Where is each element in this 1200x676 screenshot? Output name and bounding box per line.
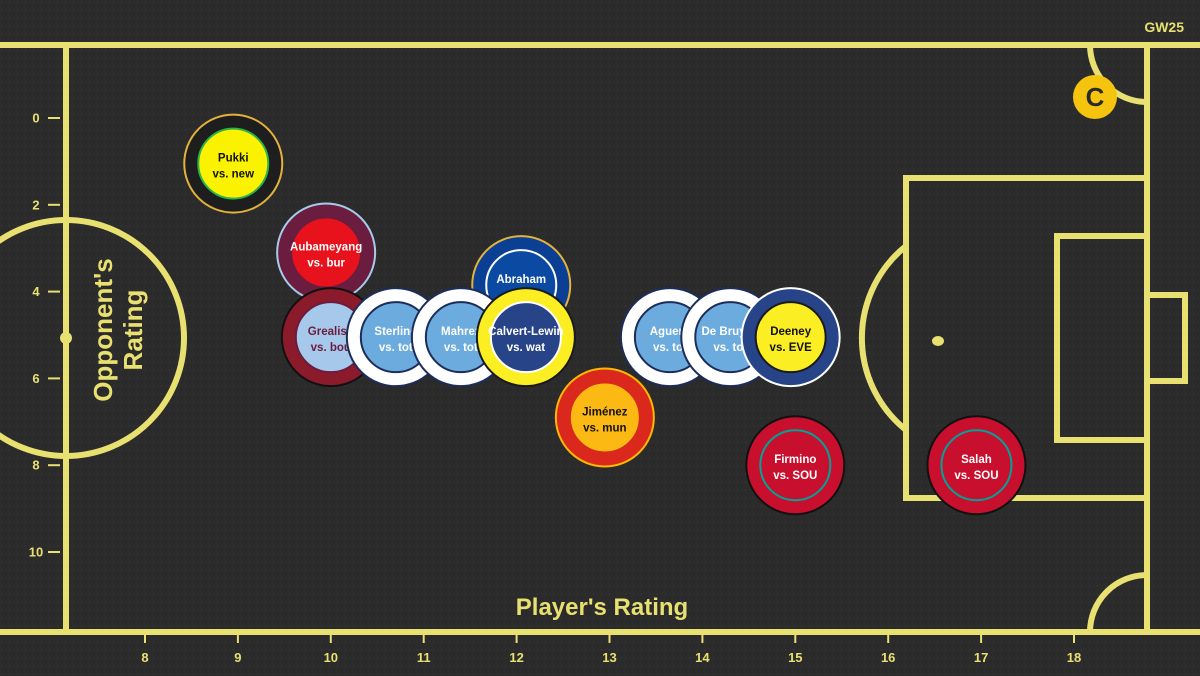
logo-letter: C bbox=[1086, 82, 1105, 112]
corner-arc-bottom bbox=[1087, 572, 1148, 633]
x-tick-label: 18 bbox=[1067, 650, 1081, 665]
y-tick-label: 6 bbox=[32, 371, 39, 386]
point-inner-disc bbox=[759, 429, 832, 502]
point-opponent-label: vs. wat bbox=[507, 342, 546, 354]
y-tick-label: 10 bbox=[29, 545, 43, 560]
data-point: Deeney vs. EVE bbox=[740, 287, 841, 388]
data-point: Jiménez vs. mun bbox=[554, 367, 655, 468]
y-tick-label: 2 bbox=[32, 197, 39, 212]
x-axis-title: Player's Rating bbox=[516, 594, 688, 621]
point-player-label: Pukki bbox=[218, 153, 249, 165]
centre-spot bbox=[60, 332, 72, 344]
point-player-label: Sterling bbox=[374, 326, 417, 338]
point-player-label: Abraham bbox=[496, 274, 546, 286]
point-player-label: Salah bbox=[961, 454, 992, 466]
point-opponent-label: vs. tot bbox=[713, 342, 747, 354]
x-tick-label: 10 bbox=[324, 650, 338, 665]
y-axis-ticks: 0 2 4 6 8 10 bbox=[29, 111, 60, 560]
point-player-label: Grealish bbox=[308, 326, 354, 338]
x-tick-label: 15 bbox=[788, 650, 802, 665]
data-point: Aubameyang vs. bur bbox=[276, 202, 377, 303]
y-tick-label: 4 bbox=[32, 284, 40, 299]
point-player-label: Calvert-Lewin bbox=[488, 326, 563, 338]
data-point: Firmino vs. SOU bbox=[745, 415, 846, 516]
goal bbox=[1144, 292, 1188, 384]
point-opponent-label: vs. tot bbox=[379, 342, 413, 354]
penalty-spot bbox=[932, 336, 944, 346]
point-inner-disc bbox=[940, 429, 1013, 502]
point-opponent-label: vs. EVE bbox=[770, 342, 813, 354]
point-opponent-label: vs. bou bbox=[311, 342, 351, 354]
point-player-label: Jiménez bbox=[582, 406, 628, 418]
x-tick-label: 16 bbox=[881, 650, 895, 665]
point-inner-disc bbox=[568, 381, 641, 454]
point-player-label: Deeney bbox=[770, 326, 812, 338]
data-point: Calvert-Lewin vs. wat bbox=[475, 287, 576, 388]
point-player-label: Firmino bbox=[774, 454, 816, 466]
gameweek-label: GW25 bbox=[1144, 19, 1184, 35]
x-tick-label: 14 bbox=[695, 650, 710, 665]
y-tick-label: 0 bbox=[32, 111, 39, 126]
centre-circle bbox=[0, 217, 187, 459]
x-tick-label: 12 bbox=[509, 650, 523, 665]
point-opponent-label: vs. new bbox=[212, 169, 254, 181]
point-player-label: Mahrez bbox=[441, 326, 481, 338]
x-tick-label: 11 bbox=[417, 650, 431, 665]
y-tick-label: 8 bbox=[32, 458, 39, 473]
pitch-markings bbox=[0, 42, 1200, 635]
x-tick-label: 13 bbox=[602, 650, 616, 665]
point-player-label: Aubameyang bbox=[290, 242, 362, 254]
x-tick-label: 9 bbox=[234, 650, 241, 665]
point-opponent-label: vs. tot bbox=[653, 342, 687, 354]
point-inner-disc bbox=[489, 301, 562, 374]
x-axis-ticks: 8 9 10 11 12 13 14 15 16 17 18 bbox=[141, 632, 1081, 665]
x-tick-label: 17 bbox=[974, 650, 988, 665]
penalty-arc bbox=[858, 243, 908, 433]
point-opponent-label: vs. bur bbox=[307, 258, 345, 270]
data-points: Pukki vs. new Aubameyang vs. bur Abraham vs. … bbox=[183, 113, 1027, 516]
x-tick-label: 8 bbox=[141, 650, 148, 665]
data-point: Salah vs. SOU bbox=[926, 415, 1027, 516]
y-axis-title: Opponent'sRating bbox=[88, 258, 148, 401]
logo-badge bbox=[1073, 75, 1117, 119]
data-point: Pukki vs. new bbox=[183, 113, 284, 214]
point-opponent-label: vs. tot bbox=[444, 342, 478, 354]
point-opponent-label: vs. SOU bbox=[773, 470, 817, 482]
point-player-label: Aguero bbox=[650, 326, 690, 338]
point-inner-disc bbox=[197, 127, 270, 200]
point-opponent-label: vs. mun bbox=[583, 422, 626, 434]
point-opponent-label: vs. SOU bbox=[954, 470, 998, 482]
point-inner-disc bbox=[754, 301, 827, 374]
